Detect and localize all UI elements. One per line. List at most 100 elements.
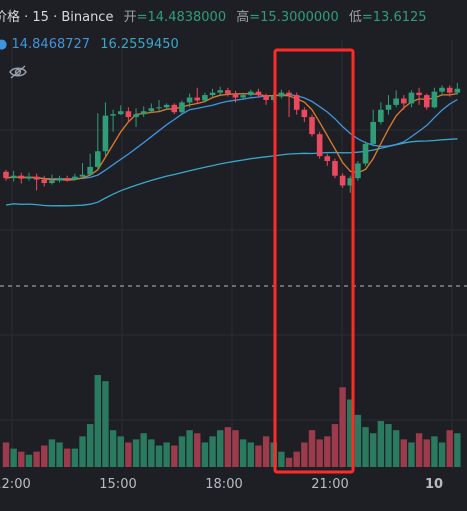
- candle-body: [148, 108, 155, 112]
- candle-body: [286, 92, 292, 96]
- x-axis-labels: 12:00 15:00 18:00 21:00 10: [0, 477, 443, 492]
- volume-bar: [331, 424, 339, 467]
- volume-bar: [163, 442, 170, 467]
- low-label: 低: [348, 10, 362, 25]
- volume-bar: [109, 430, 117, 467]
- ma-slow-line: [5, 138, 458, 207]
- ma-fast-value: 14.8468727: [11, 37, 91, 52]
- ma-values-row: ● 14.8468727 16.2559450: [0, 37, 179, 52]
- candle-body: [385, 104, 392, 110]
- volume-bar: [148, 439, 155, 467]
- volume-bar: [171, 445, 178, 467]
- candle-body: [18, 175, 25, 179]
- candle-body: [79, 174, 86, 177]
- candle-body: [355, 163, 361, 179]
- volume-bar: [347, 399, 354, 467]
- volume-bar: [438, 442, 446, 467]
- candle-body: [87, 166, 93, 175]
- volume-bar: [285, 457, 293, 467]
- candle-body: [446, 87, 453, 93]
- candle-body: [401, 98, 407, 104]
- chart-header: 价格 · 15 · Binance 开=14.4838000 高=15.3000…: [0, 6, 427, 25]
- candle-body: [439, 87, 445, 92]
- volume-bar: [385, 424, 392, 467]
- x-axis-label: 10: [425, 477, 443, 492]
- volume-bar: [140, 433, 147, 467]
- volume-bar: [86, 424, 94, 467]
- candle-body: [209, 92, 216, 96]
- candle-body: [179, 102, 185, 113]
- volume-bar: [117, 436, 124, 467]
- candle-body: [232, 93, 239, 98]
- volume-bar: [224, 427, 232, 467]
- volume-bar: [247, 442, 254, 467]
- candle-body: [186, 97, 193, 103]
- volume-bar: [278, 451, 285, 467]
- volume-bar: [415, 433, 423, 467]
- volume-bar: [408, 442, 415, 467]
- volume-bar: [178, 436, 186, 467]
- volume-bar: [377, 421, 385, 467]
- volume-bar: [48, 439, 56, 467]
- volume-bar: [102, 381, 109, 467]
- candle-body: [393, 98, 399, 105]
- high-label: 高: [236, 10, 250, 25]
- volume-bar: [209, 436, 216, 467]
- candle-body: [133, 114, 139, 118]
- candle-body: [370, 121, 376, 144]
- candle-body: [3, 171, 9, 179]
- x-axis-label: 15:00: [99, 477, 136, 492]
- volume-bar: [79, 436, 86, 467]
- candle-body: [26, 176, 32, 179]
- candle-body: [56, 178, 63, 181]
- candle-body: [339, 175, 346, 186]
- volume-bar: [316, 439, 323, 467]
- candle-body: [41, 179, 48, 184]
- candle-body: [316, 134, 323, 157]
- moving-average-lines: [5, 92, 458, 207]
- candle-body: [454, 88, 461, 93]
- candle-body: [301, 109, 308, 118]
- candle-body: [171, 104, 178, 113]
- open-label: 开: [123, 10, 137, 25]
- volume-bar: [232, 430, 239, 467]
- candle-body: [117, 111, 124, 115]
- ma-slow-value: 16.2559450: [100, 37, 179, 52]
- volume-bar: [354, 414, 362, 467]
- candle-body: [110, 114, 116, 116]
- hide-indicators-button[interactable]: [8, 64, 28, 80]
- high-value: =15.3000000: [249, 10, 339, 25]
- volume-bar: [370, 433, 377, 467]
- volume-bar: [339, 387, 346, 467]
- candle-body: [362, 143, 369, 164]
- volume-bar: [64, 448, 71, 467]
- volume-bar: [94, 375, 101, 467]
- candle-body: [255, 91, 262, 96]
- open-value: =14.4838000: [136, 10, 227, 25]
- candle-body: [194, 97, 201, 101]
- volume-bar: [446, 430, 453, 467]
- volume-bar: [262, 436, 270, 467]
- candle-body: [347, 178, 354, 186]
- candle-body: [125, 111, 132, 118]
- volume-bar: [301, 442, 308, 467]
- candle-body: [431, 91, 438, 108]
- candle-body: [140, 111, 147, 115]
- volume-bar: [125, 442, 132, 467]
- volume-bar: [33, 451, 40, 467]
- x-axis-label: 12:00: [0, 477, 31, 492]
- volume-bar: [186, 430, 193, 467]
- volume-bar: [255, 445, 262, 467]
- candle-body: [278, 92, 285, 97]
- volume-bar: [18, 451, 25, 467]
- volume-bar: [10, 448, 17, 467]
- low-value: =13.6125: [361, 10, 427, 25]
- candle-body: [156, 107, 162, 109]
- volume-bar: [132, 439, 140, 467]
- volume-bar: [293, 451, 300, 467]
- candle-body: [102, 115, 109, 152]
- ma-fast-line: [5, 92, 458, 181]
- volume-bar: [201, 442, 209, 467]
- candle-body: [423, 95, 430, 108]
